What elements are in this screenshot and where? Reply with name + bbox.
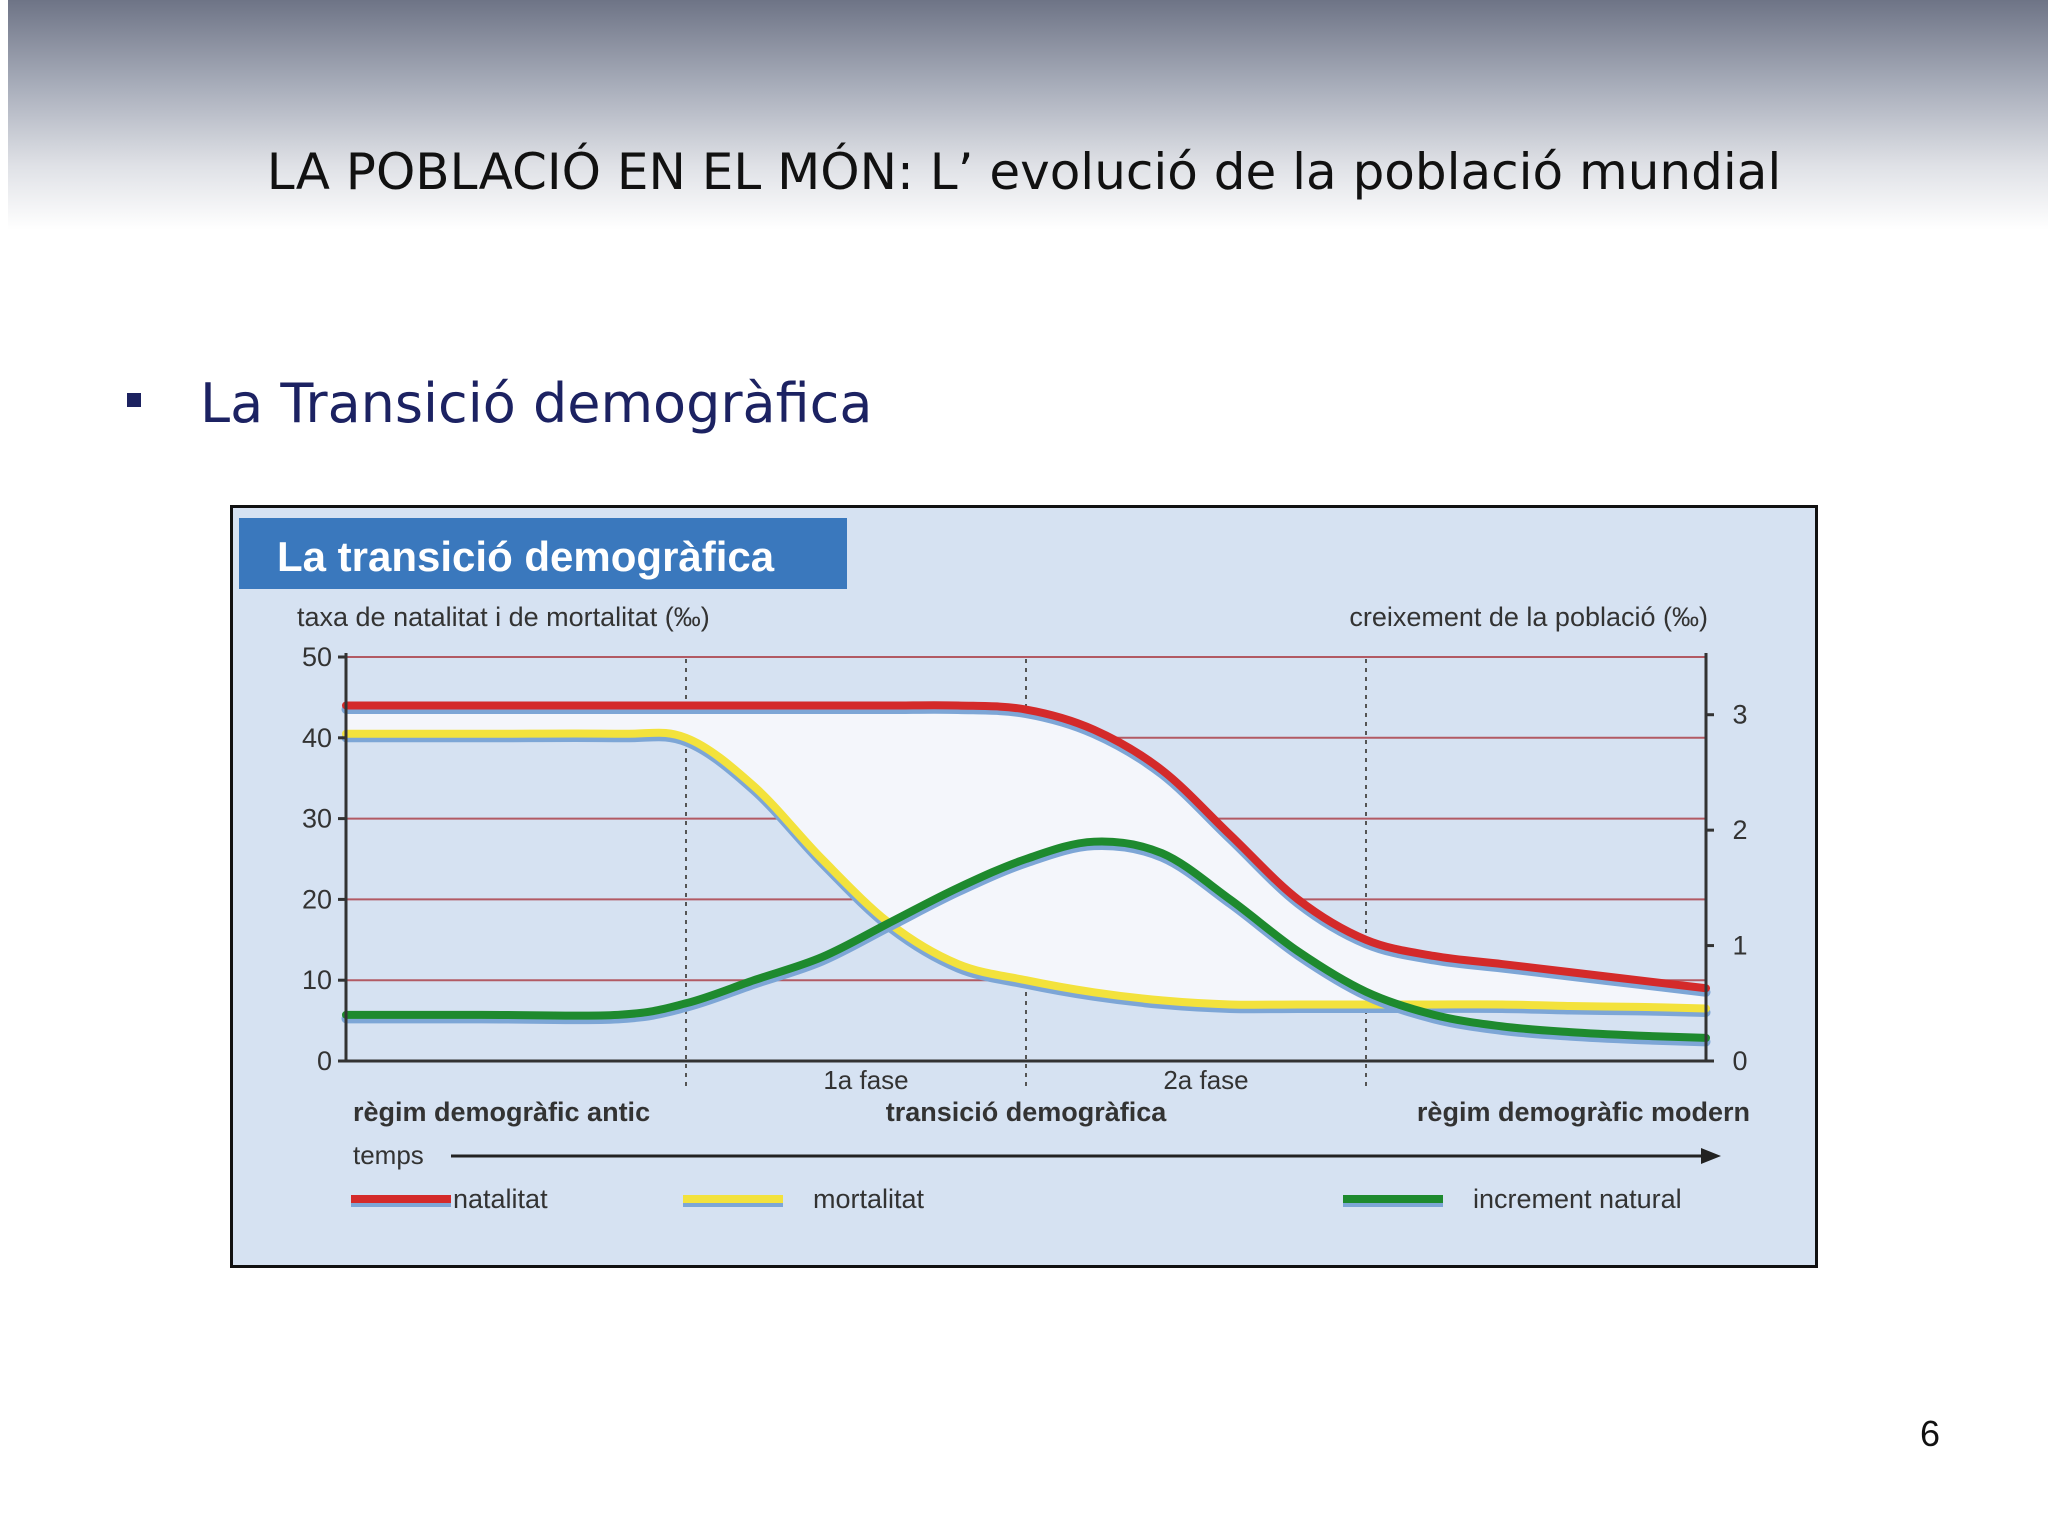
- y2-tick-label: 3: [1732, 700, 1747, 730]
- header-band: [8, 0, 2048, 230]
- phase-label: règim demogràfic modern: [1417, 1097, 1750, 1127]
- chart-title: La transició demogràfica: [277, 533, 775, 580]
- legend-label: natalitat: [453, 1184, 548, 1214]
- increment-natural-line: [342, 837, 1710, 1042]
- y2-tick-label: 2: [1732, 815, 1747, 845]
- subphase-label: 2a fase: [1163, 1065, 1248, 1095]
- bullet-marker: [127, 393, 141, 407]
- time-axis-arrowhead: [1701, 1148, 1721, 1164]
- natalitat-line: [342, 701, 1710, 993]
- chart-figure: La transició demogràfica taxa de natalit…: [230, 505, 1818, 1268]
- page-number: 6: [1919, 1413, 1940, 1454]
- y-tick-label: 10: [302, 965, 332, 995]
- phase-label: transició demogràfica: [886, 1097, 1168, 1127]
- y-tick-label: 40: [302, 723, 332, 753]
- y2-tick-label: 0: [1732, 1046, 1747, 1076]
- mortalitat-line: [342, 728, 1710, 1013]
- phase-label: règim demogràfic antic: [353, 1097, 650, 1127]
- time-axis-label: temps: [353, 1140, 424, 1170]
- y-axis-label: taxa de natalitat i de mortalitat (‰): [297, 602, 710, 632]
- y-tick-label: 50: [302, 642, 332, 672]
- y-tick-label: 20: [302, 884, 332, 914]
- legend-label: mortalitat: [813, 1184, 925, 1214]
- subphase-label: 1a fase: [823, 1065, 908, 1095]
- slide-title: LA POBLACIÓ EN EL MÓN: L’ evolució de la…: [266, 143, 1782, 201]
- y-tick-label: 0: [317, 1046, 332, 1076]
- bullet-text: La Transició demogràfica: [200, 372, 873, 435]
- chart-title-box: [239, 518, 847, 589]
- y2-axis-label: creixement de la població (‰): [1349, 602, 1708, 632]
- y2-tick-label: 1: [1732, 931, 1747, 961]
- chart-canvas: La transició demogràfica taxa de natalit…: [233, 508, 1815, 1265]
- y-tick-label: 30: [302, 804, 332, 834]
- legend-label: increment natural: [1473, 1184, 1682, 1214]
